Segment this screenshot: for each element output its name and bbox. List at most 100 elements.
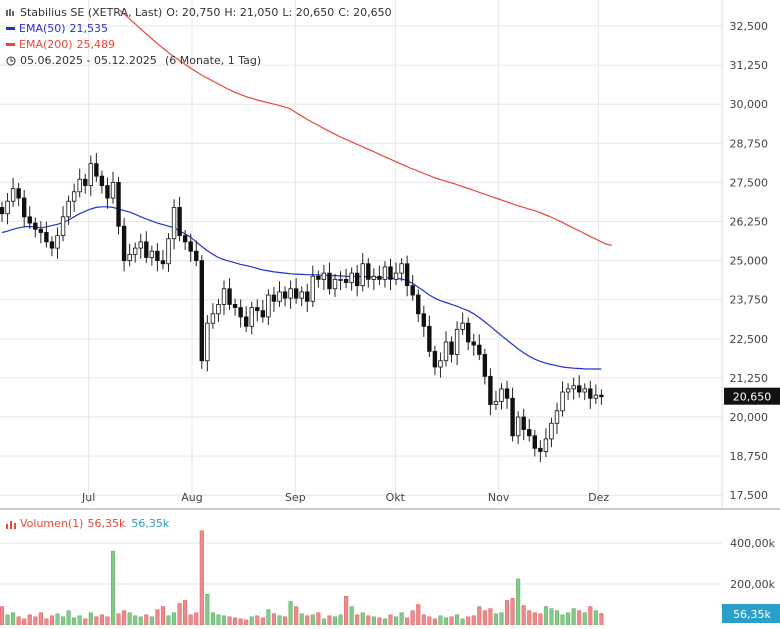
volume-gridlines <box>0 542 722 585</box>
volume-label: Volumen(1) <box>20 517 84 530</box>
candle-body-down <box>471 341 476 346</box>
candle <box>388 258 393 291</box>
candle <box>5 193 10 225</box>
candle-body-up <box>371 275 377 280</box>
candle <box>271 286 277 312</box>
time-gridlines <box>88 0 600 505</box>
volume-bar-down <box>188 614 193 626</box>
candle <box>194 240 199 267</box>
candle-body-up <box>399 263 404 274</box>
candle <box>299 286 304 307</box>
candle <box>593 384 599 404</box>
volume-bar-up <box>566 612 571 626</box>
legend-date-range[interactable]: 05.06.2025 - 05.12.2025 (6 Monate, 1 Tag… <box>6 54 261 67</box>
candle-body-up <box>499 388 504 402</box>
candle <box>277 281 282 307</box>
candle <box>227 278 232 311</box>
candle <box>27 206 32 229</box>
candle <box>144 231 149 264</box>
candle-body-up <box>349 272 354 283</box>
volume-bar-up <box>138 616 143 626</box>
volume-bar-up <box>266 609 271 626</box>
volume-bar-down <box>49 615 55 626</box>
volume-bar-down <box>488 608 493 626</box>
candle-body-down <box>377 275 382 280</box>
candle-body-down <box>465 322 471 343</box>
candle <box>443 331 449 367</box>
volume-bar-up <box>288 601 293 626</box>
ema200-swatch <box>6 43 15 46</box>
candle-body-down <box>538 447 543 452</box>
volume-bar-down <box>482 610 487 626</box>
candle-body-up <box>138 241 143 249</box>
candle <box>327 262 332 295</box>
volume-bar-up <box>149 616 154 626</box>
candle-body-down <box>116 182 121 227</box>
volume-bar-down <box>510 598 515 626</box>
volume-bar-up <box>61 616 66 626</box>
candle-body-down <box>482 354 488 377</box>
legend-ema50[interactable]: EMA(50) 21,535 <box>6 22 108 35</box>
volume-bar-down <box>33 616 38 626</box>
candle-body-up <box>549 422 554 440</box>
legend-ema200[interactable]: EMA(200) 25,489 <box>6 38 115 51</box>
candle <box>366 258 371 288</box>
price-axis-labels: 32,500 31,250 30,000 28,750 27,500 26,250 25,0… <box>730 20 769 502</box>
price-tick-label: 30,000 <box>730 98 769 111</box>
candle <box>560 381 565 417</box>
candle-body-up <box>460 322 465 330</box>
candle-body-down <box>504 388 510 399</box>
volume-bar-down <box>466 616 471 626</box>
candle-body-down <box>160 260 166 265</box>
candle-body-up <box>288 288 293 299</box>
volume-bar-down <box>155 609 160 626</box>
candle <box>554 402 560 434</box>
candle-body-down <box>532 435 537 449</box>
candle <box>460 312 465 336</box>
candle-body-up <box>66 200 71 218</box>
candle-body-up <box>393 272 399 280</box>
legend-instrument: Stabilius SE (XETRA, Last) O: 20,750 H: … <box>6 6 392 19</box>
candle-body-up <box>71 191 77 202</box>
candle <box>77 168 82 198</box>
volume-bar-up <box>332 616 338 626</box>
candle <box>99 170 105 194</box>
candle-body-down <box>260 310 266 318</box>
volume-bar-up <box>88 612 93 626</box>
volume-bar-down <box>16 616 21 626</box>
candle-body-up <box>321 272 327 280</box>
candle <box>599 389 604 405</box>
volume-bar-up <box>382 618 387 626</box>
legend-volume[interactable]: Volumen(1) 56,35k 56,35k <box>6 517 169 530</box>
candle <box>177 196 182 242</box>
price-tick-label: 18,750 <box>730 450 769 463</box>
candle <box>488 368 493 416</box>
candle <box>266 289 271 326</box>
candle <box>504 380 510 409</box>
candle <box>0 201 5 222</box>
volume-bar-down <box>327 615 332 626</box>
volume-bar-up <box>299 613 304 626</box>
candle-body-up <box>132 247 138 255</box>
candle <box>199 254 204 369</box>
volume-bar-up <box>277 615 282 626</box>
volume-bar-down <box>94 616 99 626</box>
candle-body-up <box>338 278 343 281</box>
volume-bar-down <box>177 603 182 626</box>
candle <box>538 440 543 463</box>
volume-bar-down <box>83 618 88 626</box>
volume-bar-up <box>221 615 227 626</box>
candle-body-up <box>382 266 388 280</box>
volume-bar-up <box>55 613 60 626</box>
candle-body-down <box>449 341 454 355</box>
candle <box>465 317 471 351</box>
volume-bar-down <box>449 616 454 626</box>
candle <box>221 280 227 316</box>
candle <box>438 352 443 378</box>
candle-body-down <box>155 250 160 262</box>
instrument-name: Stabilius SE (XETRA, Last) <box>20 6 163 19</box>
candle-body-down <box>404 263 410 287</box>
candle <box>232 298 238 316</box>
